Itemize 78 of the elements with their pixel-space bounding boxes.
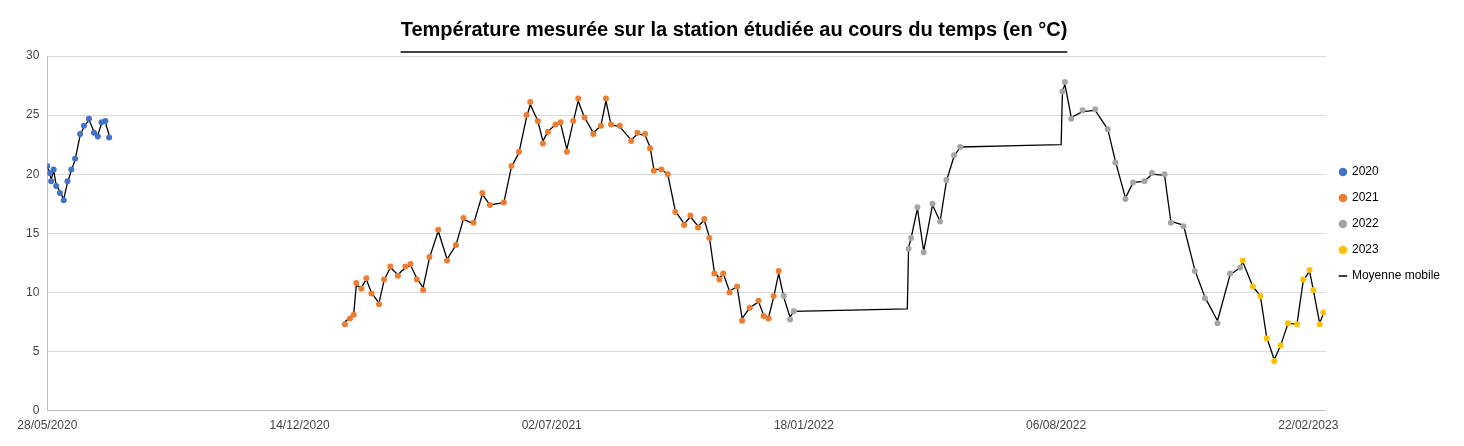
point — [790, 308, 797, 315]
point — [943, 177, 950, 184]
point — [1122, 196, 1129, 203]
point — [1130, 179, 1137, 186]
point — [1306, 266, 1313, 273]
y-tick-label: 25 — [25, 107, 40, 122]
point — [1310, 287, 1317, 294]
x-tick-label: 14/12/2020 — [269, 418, 330, 433]
point — [1263, 335, 1270, 342]
point — [1316, 321, 1323, 328]
x-tick-label: 06/08/2022 — [1026, 418, 1087, 433]
y-tick-label: 15 — [25, 225, 40, 240]
point — [94, 133, 101, 140]
y-tick-label: 20 — [25, 166, 40, 181]
point — [1237, 264, 1244, 271]
point — [1180, 223, 1187, 230]
point — [1161, 171, 1168, 178]
point — [91, 129, 97, 136]
point — [1293, 321, 1300, 328]
x-tick-label: 18/01/2022 — [773, 418, 835, 433]
point — [77, 131, 84, 138]
point — [787, 316, 794, 323]
y-tick-label: 10 — [25, 284, 40, 299]
point — [72, 155, 79, 162]
legend-label: 2023 — [1351, 242, 1379, 257]
point — [1285, 320, 1292, 327]
point — [1167, 219, 1174, 226]
point — [1061, 79, 1068, 85]
point — [1191, 268, 1198, 275]
point — [914, 204, 921, 211]
point — [1271, 357, 1278, 364]
point — [56, 190, 63, 197]
point — [68, 166, 75, 173]
point — [102, 118, 109, 125]
legend-label: 2020 — [1351, 164, 1379, 179]
point — [950, 152, 957, 159]
legend-label: 2022 — [1351, 216, 1379, 231]
point — [1277, 342, 1284, 349]
y-tick-label: 0 — [32, 402, 40, 417]
point — [937, 218, 944, 225]
legend-label: Moyenne mobile — [1351, 268, 1441, 283]
point — [1141, 178, 1148, 185]
point — [80, 122, 87, 129]
point — [1068, 115, 1075, 122]
point — [60, 197, 67, 204]
point — [64, 178, 71, 185]
point — [905, 245, 912, 252]
chart-title: Température mesurée sur la station étudiée au cours du temps (en °C) — [400, 17, 1068, 40]
point — [1079, 107, 1086, 114]
point — [1092, 106, 1099, 113]
point — [1257, 292, 1264, 299]
point — [50, 166, 57, 173]
legend-label: 2021 — [1351, 190, 1379, 205]
point — [1214, 320, 1221, 327]
x-tick-label: 02/07/2021 — [521, 418, 583, 433]
point — [1201, 295, 1208, 302]
point — [1104, 126, 1111, 133]
point — [1112, 159, 1119, 166]
point — [53, 183, 60, 190]
point — [908, 235, 915, 242]
point — [1300, 276, 1307, 283]
x-tick-label: 22/02/2023 — [1278, 418, 1339, 433]
point — [1239, 257, 1246, 264]
point — [1227, 270, 1234, 277]
point — [48, 178, 55, 185]
point — [106, 134, 113, 141]
point — [929, 200, 936, 207]
point — [780, 292, 787, 299]
point — [1148, 170, 1155, 177]
y-tick-label: 5 — [32, 343, 40, 358]
point — [920, 249, 927, 256]
point — [47, 170, 53, 177]
point — [1249, 283, 1256, 290]
point — [85, 115, 92, 122]
point — [957, 144, 964, 151]
point — [1059, 88, 1066, 95]
y-tick-label: 30 — [25, 48, 40, 63]
x-tick-label: 28/05/2020 — [17, 418, 78, 433]
